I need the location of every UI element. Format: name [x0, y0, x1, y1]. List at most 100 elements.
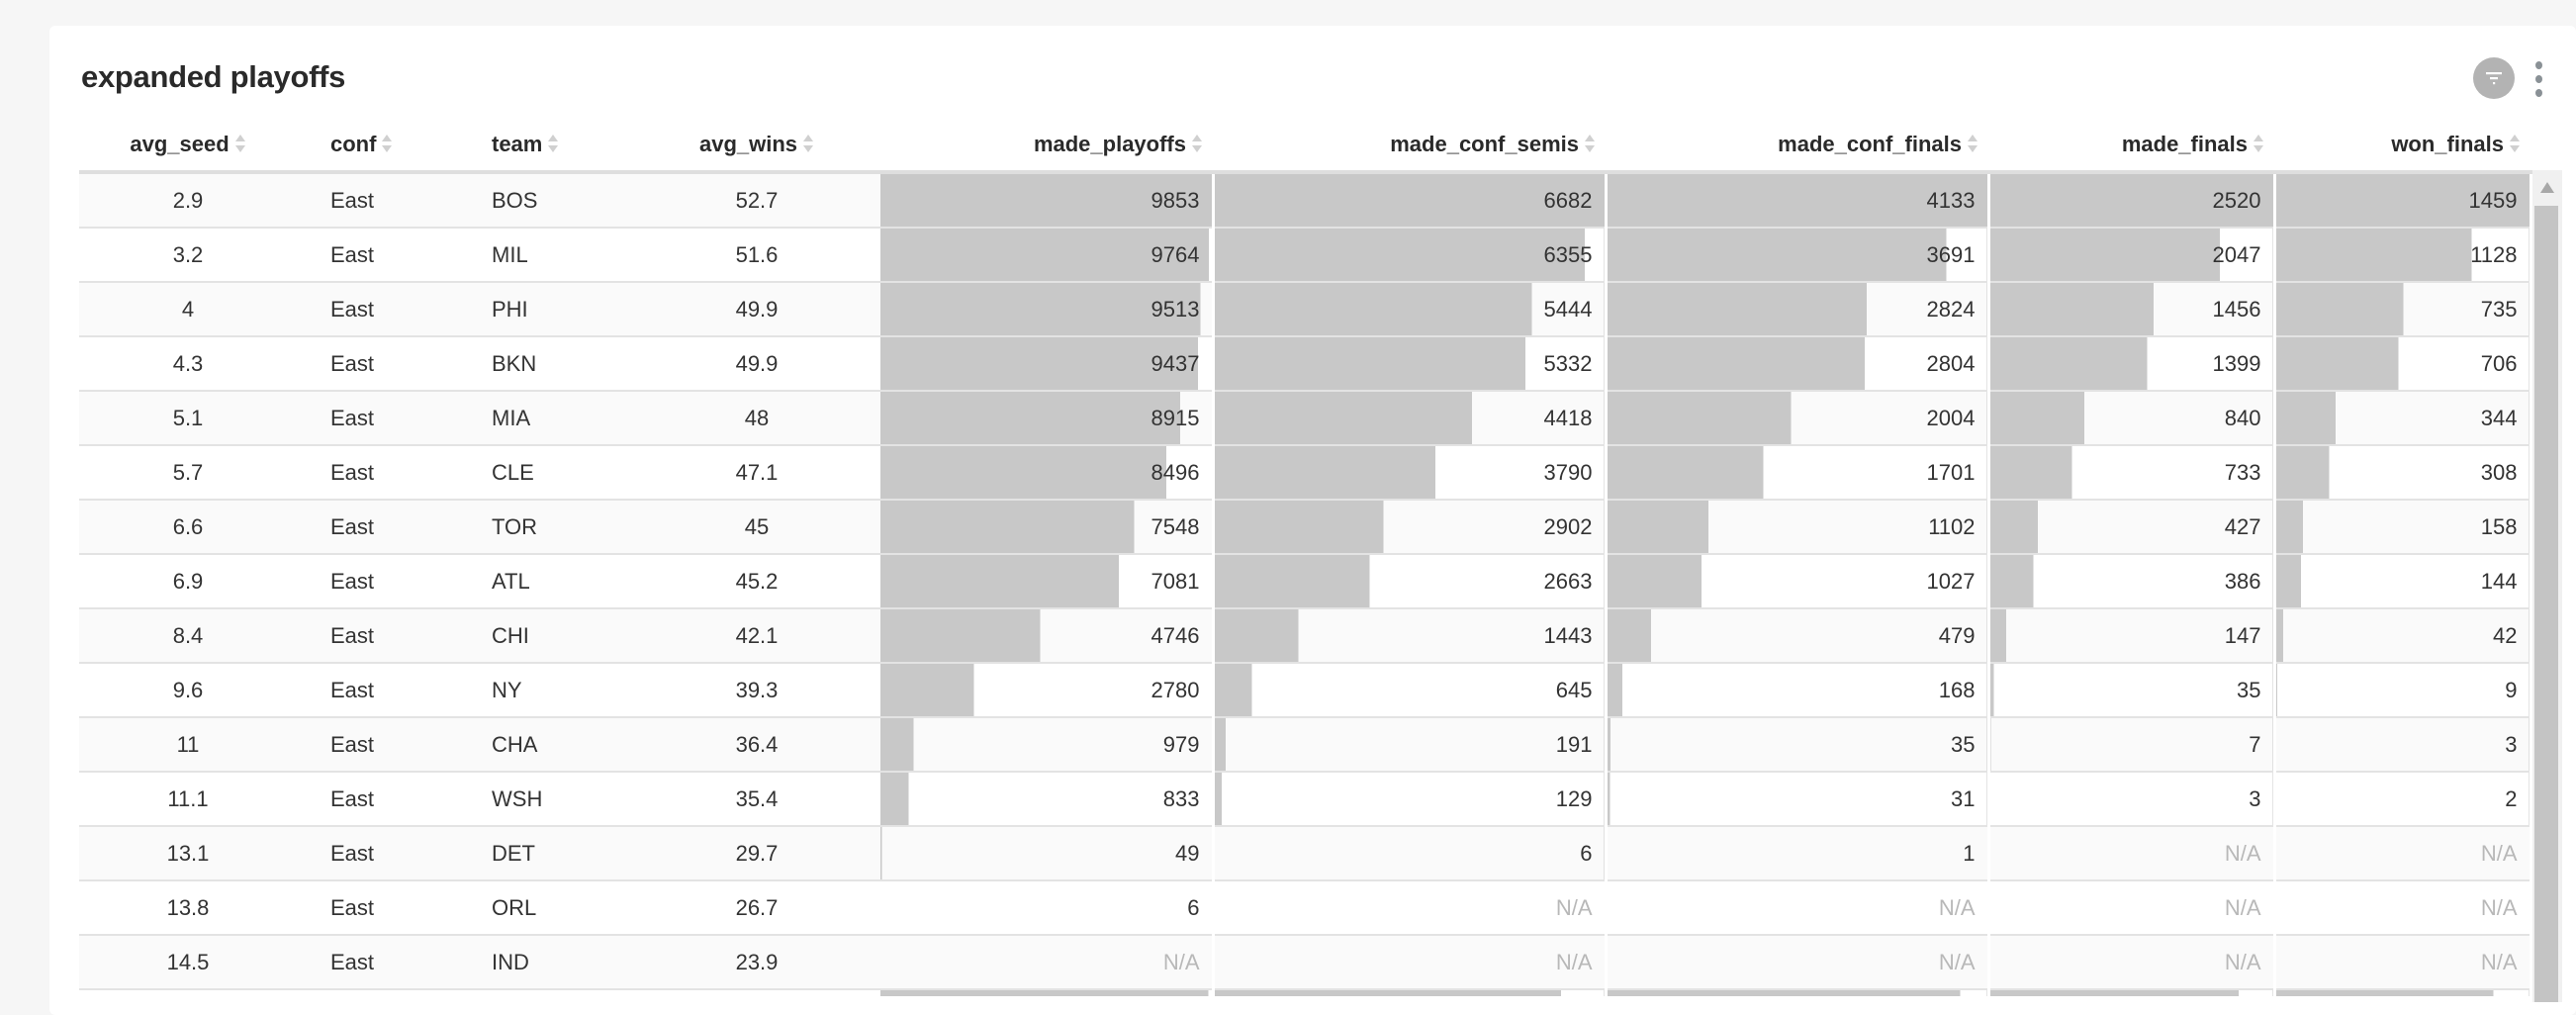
- cell-made-conf-semis: 5444: [1213, 282, 1608, 337]
- scrollbar-thumb[interactable]: [2534, 206, 2558, 1002]
- cell-team: IND: [465, 935, 633, 990]
- cell-avg-wins: 23.9: [633, 935, 880, 990]
- table-row[interactable]: 9.6 East NY 39.3 2780 645 168 35 9: [79, 663, 2532, 718]
- cell-made-conf-finals: 1: [1606, 826, 1990, 881]
- column-header-avg-seed[interactable]: avg_seed: [79, 121, 297, 174]
- table-row[interactable]: 13.8 East ORL 26.7 6 N/A N/A N/A N/A: [79, 880, 2532, 936]
- cell-team: CLE: [465, 445, 633, 501]
- cell-made-conf-semis: 2663: [1213, 554, 1608, 609]
- cell-avg-wins: 39.3: [633, 663, 880, 718]
- cell-conf: East: [297, 336, 465, 392]
- table-row[interactable]: 5.1 East MIA 48 8915 4418 2004 840 344: [79, 391, 2532, 446]
- filter-button[interactable]: [2473, 57, 2515, 99]
- cell-made-conf-semis: [1213, 989, 1608, 996]
- sort-icon[interactable]: [1967, 134, 1978, 159]
- cell-avg-seed: 3.2: [79, 228, 297, 283]
- cell-made-conf-finals: 1102: [1606, 500, 1990, 555]
- cell-made-conf-semis: 6682: [1213, 172, 1608, 229]
- cell-made-playoffs: 4746: [880, 608, 1215, 664]
- cell-made-conf-finals: 3691: [1606, 228, 1990, 283]
- cell-made-conf-semis: 5332: [1213, 336, 1608, 392]
- column-header-made-conf-semis[interactable]: made_conf_semis: [1213, 121, 1606, 174]
- sort-icon[interactable]: [234, 134, 246, 159]
- table-row[interactable]: 5.7 East CLE 47.1 8496 3790 1701 733 308: [79, 445, 2532, 501]
- cell-avg-wins: 45.2: [633, 554, 880, 609]
- cell-made-conf-finals: 1701: [1606, 445, 1990, 501]
- filter-icon: [2486, 72, 2502, 85]
- table-row[interactable]: 3.2 East MIL 51.6 9764 6355 3691 2047 1128: [79, 228, 2532, 283]
- cell-won-finals: 735: [2274, 282, 2532, 337]
- cell-won-finals: 1128: [2274, 228, 2532, 283]
- column-header-team[interactable]: team: [465, 121, 633, 174]
- cell-avg-seed: 9.6: [79, 663, 297, 718]
- table-row[interactable]: 11 East CHA 36.4 979 191 35 7 3: [79, 717, 2532, 773]
- column-header-label: avg_wins: [698, 132, 798, 157]
- table-row[interactable]: 4 East PHI 49.9 9513 5444 2824 1456 735: [79, 282, 2532, 337]
- cell-avg-seed: 6.6: [79, 500, 297, 555]
- column-header-made-playoffs[interactable]: made_playoffs: [880, 121, 1213, 174]
- cell-avg-wins: 36.4: [633, 717, 880, 773]
- scroll-up-arrow-icon[interactable]: [2540, 182, 2554, 193]
- cell-made-finals: 1399: [1988, 336, 2276, 392]
- cell-won-finals: 1459: [2274, 172, 2532, 229]
- table-row[interactable]: 6.9 East ATL 45.2 7081 2663 1027 386 144: [79, 554, 2532, 609]
- table-row[interactable]: 8.4 East CHI 42.1 4746 1443 479 147 42: [79, 608, 2532, 664]
- cell-made-playoffs: 6: [880, 880, 1215, 936]
- cell-team: CHI: [465, 608, 633, 664]
- cell-conf: East: [297, 554, 465, 609]
- cell-made-playoffs: 8496: [880, 445, 1215, 501]
- table-row[interactable]: 11.1 East WSH 35.4 833 129 31 3 2: [79, 772, 2532, 827]
- more-options-button[interactable]: [2530, 61, 2546, 97]
- column-header-made-conf-finals[interactable]: made_conf_finals: [1606, 121, 1988, 174]
- cell-team: DET: [465, 826, 633, 881]
- table-row[interactable]: 2.9 East BOS 52.7 9853 6682 4133 2520 1459: [79, 172, 2532, 229]
- cell-avg-seed: 11: [79, 717, 297, 773]
- cell-won-finals: [2274, 989, 2532, 996]
- cell-made-conf-finals: [1606, 989, 1990, 996]
- cell-avg-wins: 35.4: [633, 772, 880, 827]
- cell-made-finals: 3: [1988, 772, 2276, 827]
- cell-made-playoffs: 9513: [880, 282, 1215, 337]
- cell-avg-seed: 13.8: [79, 880, 297, 936]
- cell-won-finals: 158: [2274, 500, 2532, 555]
- table-row[interactable]: 4.3 East BKN 49.9 9437 5332 2804 1399 706: [79, 336, 2532, 392]
- column-header-label: avg_seed: [130, 132, 230, 157]
- table-row[interactable]: 14.5 East IND 23.9 N/A N/A N/A N/A N/A: [79, 935, 2532, 990]
- cell-won-finals: 2: [2274, 772, 2532, 827]
- sort-icon[interactable]: [802, 134, 814, 159]
- column-header-avg-wins[interactable]: avg_wins: [633, 121, 880, 174]
- cell-avg-seed: 13.1: [79, 826, 297, 881]
- cell-avg-wins: 42.1: [633, 608, 880, 664]
- cell-made-finals: [1988, 989, 2276, 996]
- cell-won-finals: 144: [2274, 554, 2532, 609]
- column-header-conf[interactable]: conf: [297, 121, 465, 174]
- cell-won-finals: 308: [2274, 445, 2532, 501]
- cell-made-conf-semis: 1443: [1213, 608, 1608, 664]
- cell-avg-seed: [79, 989, 297, 996]
- cell-won-finals: N/A: [2274, 935, 2532, 990]
- sort-icon[interactable]: [1191, 134, 1203, 159]
- sort-icon[interactable]: [2509, 134, 2521, 159]
- sort-icon[interactable]: [381, 134, 393, 159]
- cell-avg-wins: 45: [633, 500, 880, 555]
- cell-won-finals: N/A: [2274, 826, 2532, 881]
- cell-made-finals: 840: [1988, 391, 2276, 446]
- table-row[interactable]: 13.1 East DET 29.7 49 6 1 N/A N/A: [79, 826, 2532, 881]
- sort-icon[interactable]: [2253, 134, 2264, 159]
- cell-team: BKN: [465, 336, 633, 392]
- cell-team: CHA: [465, 717, 633, 773]
- table-row-partial[interactable]: [79, 989, 2532, 996]
- vertical-scrollbar[interactable]: [2532, 170, 2562, 1002]
- cell-made-conf-finals: 35: [1606, 717, 1990, 773]
- cell-made-playoffs: 979: [880, 717, 1215, 773]
- table-row[interactable]: 6.6 East TOR 45 7548 2902 1102 427 158: [79, 500, 2532, 555]
- cell-team: PHI: [465, 282, 633, 337]
- cell-avg-wins: 51.6: [633, 228, 880, 283]
- cell-made-finals: 733: [1988, 445, 2276, 501]
- sort-icon[interactable]: [547, 134, 559, 159]
- column-header-won-finals[interactable]: won_finals: [2274, 121, 2530, 174]
- sort-icon[interactable]: [1584, 134, 1596, 159]
- cell-made-playoffs: 8915: [880, 391, 1215, 446]
- cell-made-conf-semis: 6355: [1213, 228, 1608, 283]
- column-header-made-finals[interactable]: made_finals: [1988, 121, 2274, 174]
